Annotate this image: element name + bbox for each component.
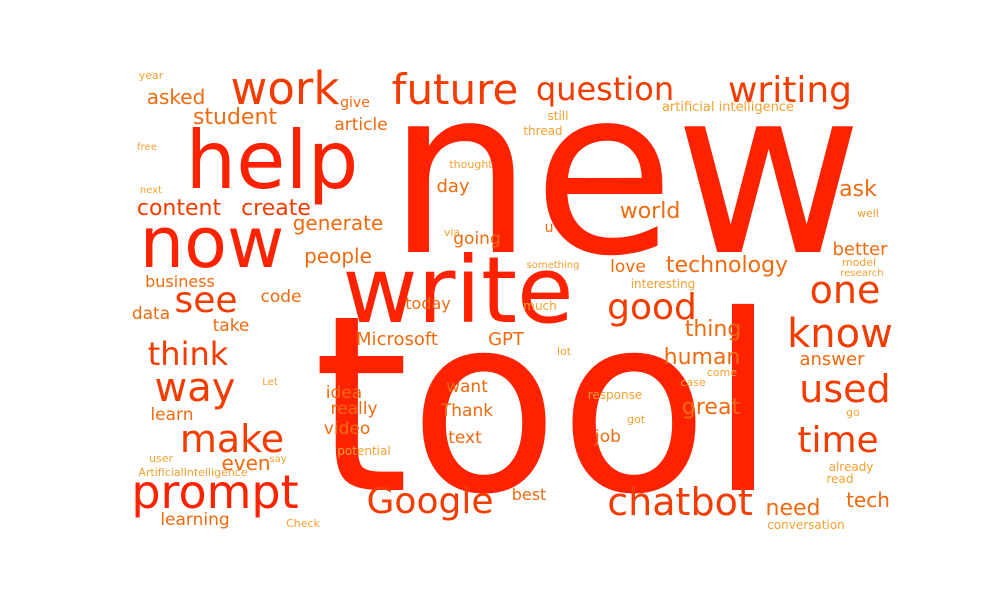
word-gpt: GPT	[488, 329, 525, 350]
word-even: even	[221, 451, 270, 475]
word-text: text	[448, 428, 482, 448]
word-idea: idea	[326, 383, 362, 403]
word-take: take	[213, 316, 250, 336]
word-thank: Thank	[440, 401, 493, 421]
word-code: code	[261, 287, 302, 307]
word-interesting: interesting	[631, 277, 696, 291]
word-really: really	[331, 399, 378, 419]
word-response: response	[588, 388, 643, 402]
word-got: got	[627, 413, 646, 426]
word-day: day	[436, 176, 469, 197]
word-writing: writing	[728, 70, 852, 111]
word-generate: generate	[293, 211, 384, 235]
word-one: one	[810, 268, 881, 312]
word-new: new	[387, 40, 862, 307]
word-people: people	[304, 244, 372, 268]
word-well: well	[857, 207, 879, 220]
word-need: need	[766, 496, 821, 521]
word-create: create	[241, 196, 311, 221]
word-learning: learning	[160, 510, 229, 530]
word-read: read	[826, 472, 853, 486]
word-today: today	[405, 294, 451, 313]
word-case: case	[680, 376, 706, 389]
word-great: great	[682, 395, 741, 420]
word-user: user	[149, 452, 173, 465]
word-go: go	[846, 406, 860, 419]
word-thing: thing	[685, 317, 742, 342]
word-think: think	[148, 335, 229, 373]
word-article: article	[334, 115, 387, 135]
word-microsoft: Microsoft	[356, 329, 438, 350]
word-let: Let	[262, 377, 278, 388]
word-data: data	[132, 304, 170, 324]
word-say: say	[269, 454, 286, 465]
word-human: human	[664, 345, 741, 370]
word-business: business	[145, 272, 215, 291]
word-good: good	[607, 287, 697, 328]
word-something: something	[527, 260, 580, 271]
word-ask: ask	[839, 177, 877, 202]
word-check: Check	[286, 517, 320, 530]
word-time: time	[797, 420, 878, 461]
word-via: via	[444, 226, 460, 239]
word-best: best	[512, 485, 547, 504]
word-conversation: conversation	[767, 518, 845, 532]
word-make: make	[180, 417, 284, 461]
word-potential: potential	[337, 444, 390, 458]
word-artificialintelligence: ArtificialIntelligence	[138, 466, 247, 479]
word-free: free	[137, 142, 157, 153]
word-question: question	[536, 70, 674, 108]
word-help: help	[186, 114, 359, 207]
word-way: way	[155, 365, 236, 411]
word-world: world	[620, 199, 681, 224]
word-going: going	[453, 229, 500, 249]
word-know: know	[787, 311, 893, 357]
word-want: want	[446, 377, 488, 397]
word-content: content	[137, 196, 222, 221]
word-used: used	[799, 367, 890, 411]
word-thread: thread	[523, 124, 562, 138]
word-model: model	[842, 256, 876, 269]
word-chatbot: chatbot	[607, 480, 752, 524]
word-google: Google	[367, 481, 494, 522]
word-lot: lot	[557, 345, 572, 358]
word-answer: answer	[799, 349, 865, 370]
word-give: give	[340, 95, 370, 111]
word-thought: thought	[449, 158, 493, 171]
word-learn: learn	[150, 405, 193, 425]
word-u: u	[545, 220, 554, 236]
word-love: love	[610, 257, 646, 277]
word-technology: technology	[666, 253, 788, 278]
word-artificial-intelligence: artificial intelligence	[662, 100, 794, 115]
word-year: year	[139, 69, 164, 82]
word-work: work	[231, 62, 340, 115]
word-video: video	[324, 419, 370, 439]
word-research: research	[840, 268, 883, 279]
word-see: see	[174, 280, 237, 321]
word-write: write	[342, 237, 573, 344]
word-job: job	[594, 427, 621, 447]
word-still: still	[548, 109, 569, 123]
word-student: student	[193, 105, 277, 130]
word-tool: tool	[313, 263, 777, 548]
word-future: future	[392, 65, 519, 114]
word-next: next	[140, 185, 162, 196]
word-better: better	[832, 239, 888, 260]
word-tech: tech	[846, 488, 890, 512]
word-much: much	[523, 299, 557, 313]
word-come: come	[707, 366, 737, 379]
word-prompt: prompt	[131, 465, 298, 519]
word-now: now	[140, 202, 284, 284]
word-already: already	[829, 460, 874, 474]
word-asked: asked	[147, 85, 206, 109]
